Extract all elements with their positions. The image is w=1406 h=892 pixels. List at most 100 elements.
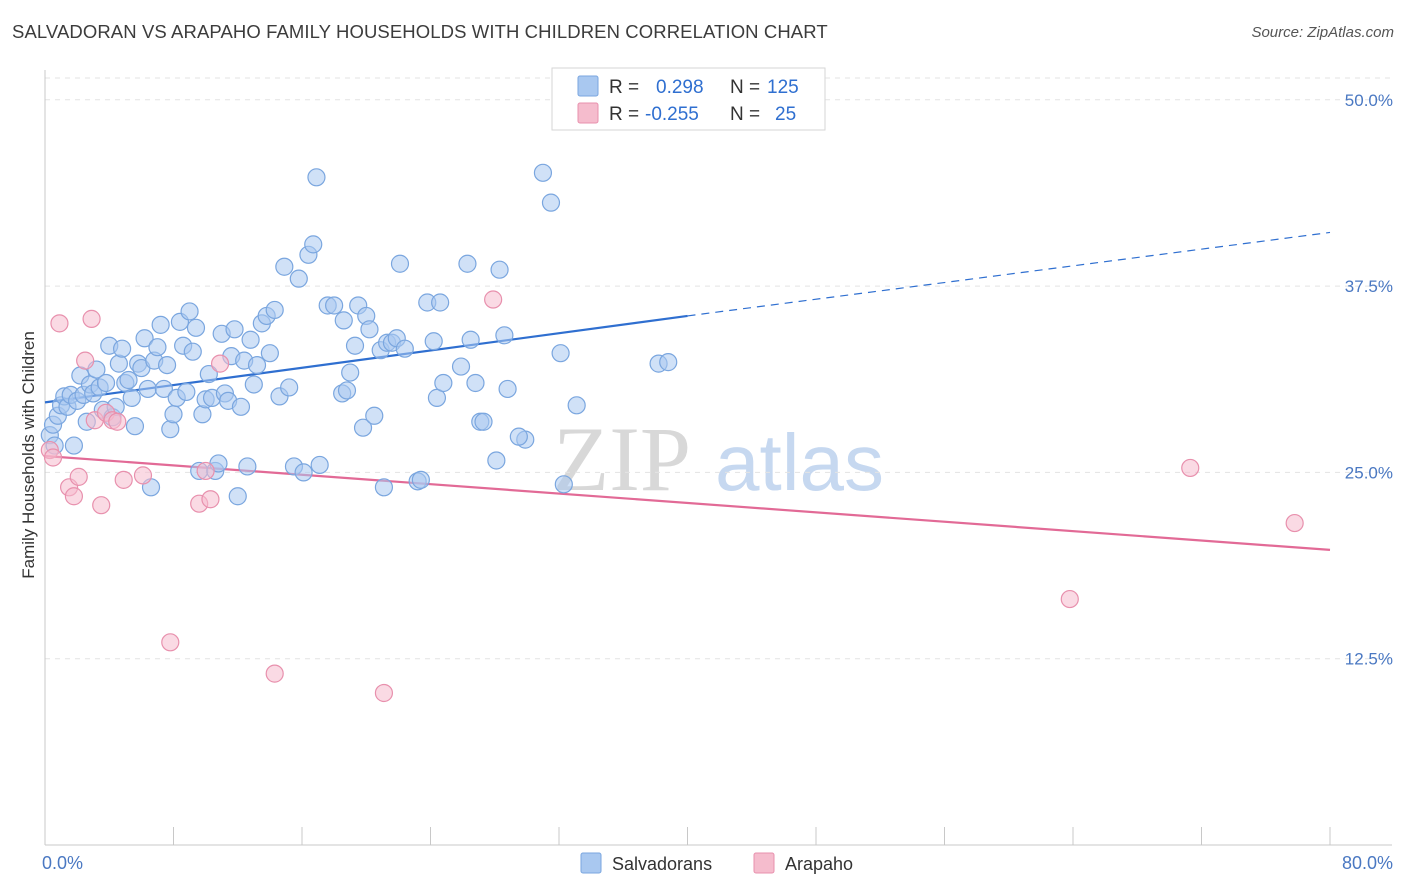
point-salvadorans <box>193 405 212 424</box>
point-salvadorans <box>260 344 279 363</box>
point-salvadorans <box>659 353 678 372</box>
point-salvadorans <box>567 396 586 415</box>
point-salvadorans <box>374 478 394 497</box>
point-arapaho <box>64 487 84 506</box>
point-salvadorans <box>466 373 485 393</box>
point-salvadorans <box>345 336 365 355</box>
legend-swatch-salvadorans <box>577 75 599 97</box>
x-tick-label-min: 0.0% <box>42 853 83 873</box>
point-salvadorans <box>109 354 128 373</box>
point-salvadorans <box>247 355 267 375</box>
point-salvadorans <box>461 330 480 349</box>
y-axis-label: Family Households with Children <box>19 331 38 579</box>
point-arapaho <box>1060 589 1079 609</box>
trendline-salvadorans-extension <box>687 231 1331 317</box>
legend-n-label-1: N = <box>730 77 760 98</box>
point-salvadorans <box>365 406 384 425</box>
point-salvadorans <box>474 412 493 431</box>
point-salvadorans <box>186 318 206 337</box>
point-salvadorans <box>451 357 471 376</box>
point-arapaho <box>82 309 101 328</box>
point-salvadorans <box>294 463 313 482</box>
point-salvadorans <box>154 379 173 399</box>
y-tick-label: 12.5% <box>1345 650 1393 669</box>
point-salvadorans <box>122 388 141 407</box>
series-legend-label-salvadorans: Salvadorans <box>612 854 712 874</box>
point-salvadorans <box>360 320 379 339</box>
point-salvadorans <box>180 302 199 321</box>
point-salvadorans <box>304 235 323 254</box>
chart-title: SALVADORAN VS ARAPAHO FAMILY HOUSEHOLDS … <box>12 21 828 42</box>
point-salvadorans <box>533 163 553 182</box>
legend-n-value-1: 125 <box>767 77 799 98</box>
point-arapaho <box>114 470 133 489</box>
watermark: ZIP atlas <box>553 408 884 510</box>
point-arapaho <box>1181 458 1200 478</box>
point-salvadorans <box>177 382 196 402</box>
point-salvadorans <box>390 254 410 273</box>
point-arapaho <box>265 664 284 683</box>
point-arapaho <box>374 683 394 703</box>
series-legend-swatch-salvadorans <box>580 852 602 874</box>
point-salvadorans <box>275 257 294 276</box>
point-arapaho <box>50 314 69 333</box>
point-arapaho <box>133 466 153 485</box>
point-salvadorans <box>161 420 180 439</box>
point-salvadorans <box>307 168 326 187</box>
point-salvadorans <box>337 381 357 400</box>
y-tick-label: 25.0% <box>1345 463 1393 482</box>
point-salvadorans <box>458 254 477 273</box>
point-salvadorans <box>541 193 561 212</box>
legend-n-label-2: N = <box>730 104 760 125</box>
point-arapaho <box>201 490 220 509</box>
point-salvadorans <box>199 364 218 384</box>
point-salvadorans <box>125 417 145 436</box>
point-salvadorans <box>495 326 514 345</box>
point-salvadorans <box>509 427 528 446</box>
point-salvadorans <box>434 373 453 393</box>
watermark-atlas: atlas <box>715 418 884 507</box>
point-salvadorans <box>265 300 284 320</box>
point-salvadorans <box>119 370 138 390</box>
point-salvadorans <box>183 342 202 361</box>
point-salvadorans <box>164 405 183 424</box>
y-tick-label: 37.5% <box>1345 277 1393 296</box>
point-salvadorans <box>241 330 260 349</box>
legend-swatch-arapaho <box>577 102 599 124</box>
y-tick-label: 50.0% <box>1345 91 1393 110</box>
point-salvadorans <box>310 455 329 475</box>
point-salvadorans <box>325 296 344 315</box>
legend-r-value-1: 0.298 <box>656 77 704 98</box>
point-salvadorans <box>148 338 167 357</box>
watermark-zip: ZIP <box>553 408 691 510</box>
point-salvadorans <box>280 378 299 397</box>
point-salvadorans <box>431 293 450 312</box>
point-salvadorans <box>424 332 443 351</box>
legend-n-value-2: 25 <box>775 104 796 125</box>
point-arapaho <box>108 412 127 431</box>
point-arapaho <box>69 467 88 486</box>
series-legend-label-arapaho: Arapaho <box>785 854 853 874</box>
trendline-arapaho <box>44 454 1331 552</box>
point-salvadorans <box>551 344 570 363</box>
point-arapaho <box>43 448 63 467</box>
point-arapaho <box>484 290 503 309</box>
point-salvadorans <box>498 379 517 399</box>
point-salvadorans <box>334 311 353 330</box>
point-salvadorans <box>231 397 251 416</box>
point-arapaho <box>210 354 230 373</box>
legend-r-value-2: -0.255 <box>645 104 699 125</box>
point-salvadorans <box>341 363 360 382</box>
point-arapaho <box>196 461 215 481</box>
point-arapaho <box>161 633 180 652</box>
data-points <box>40 163 1304 703</box>
point-salvadorans <box>554 475 573 494</box>
point-arapaho <box>92 496 111 515</box>
point-salvadorans <box>96 373 116 393</box>
source-credit: Source: ZipAtlas.com <box>1251 24 1394 41</box>
x-tick-label-max: 80.0% <box>1342 853 1393 873</box>
point-arapaho <box>76 351 95 370</box>
point-salvadorans <box>411 470 430 489</box>
point-salvadorans <box>289 269 308 288</box>
point-salvadorans <box>244 375 263 394</box>
